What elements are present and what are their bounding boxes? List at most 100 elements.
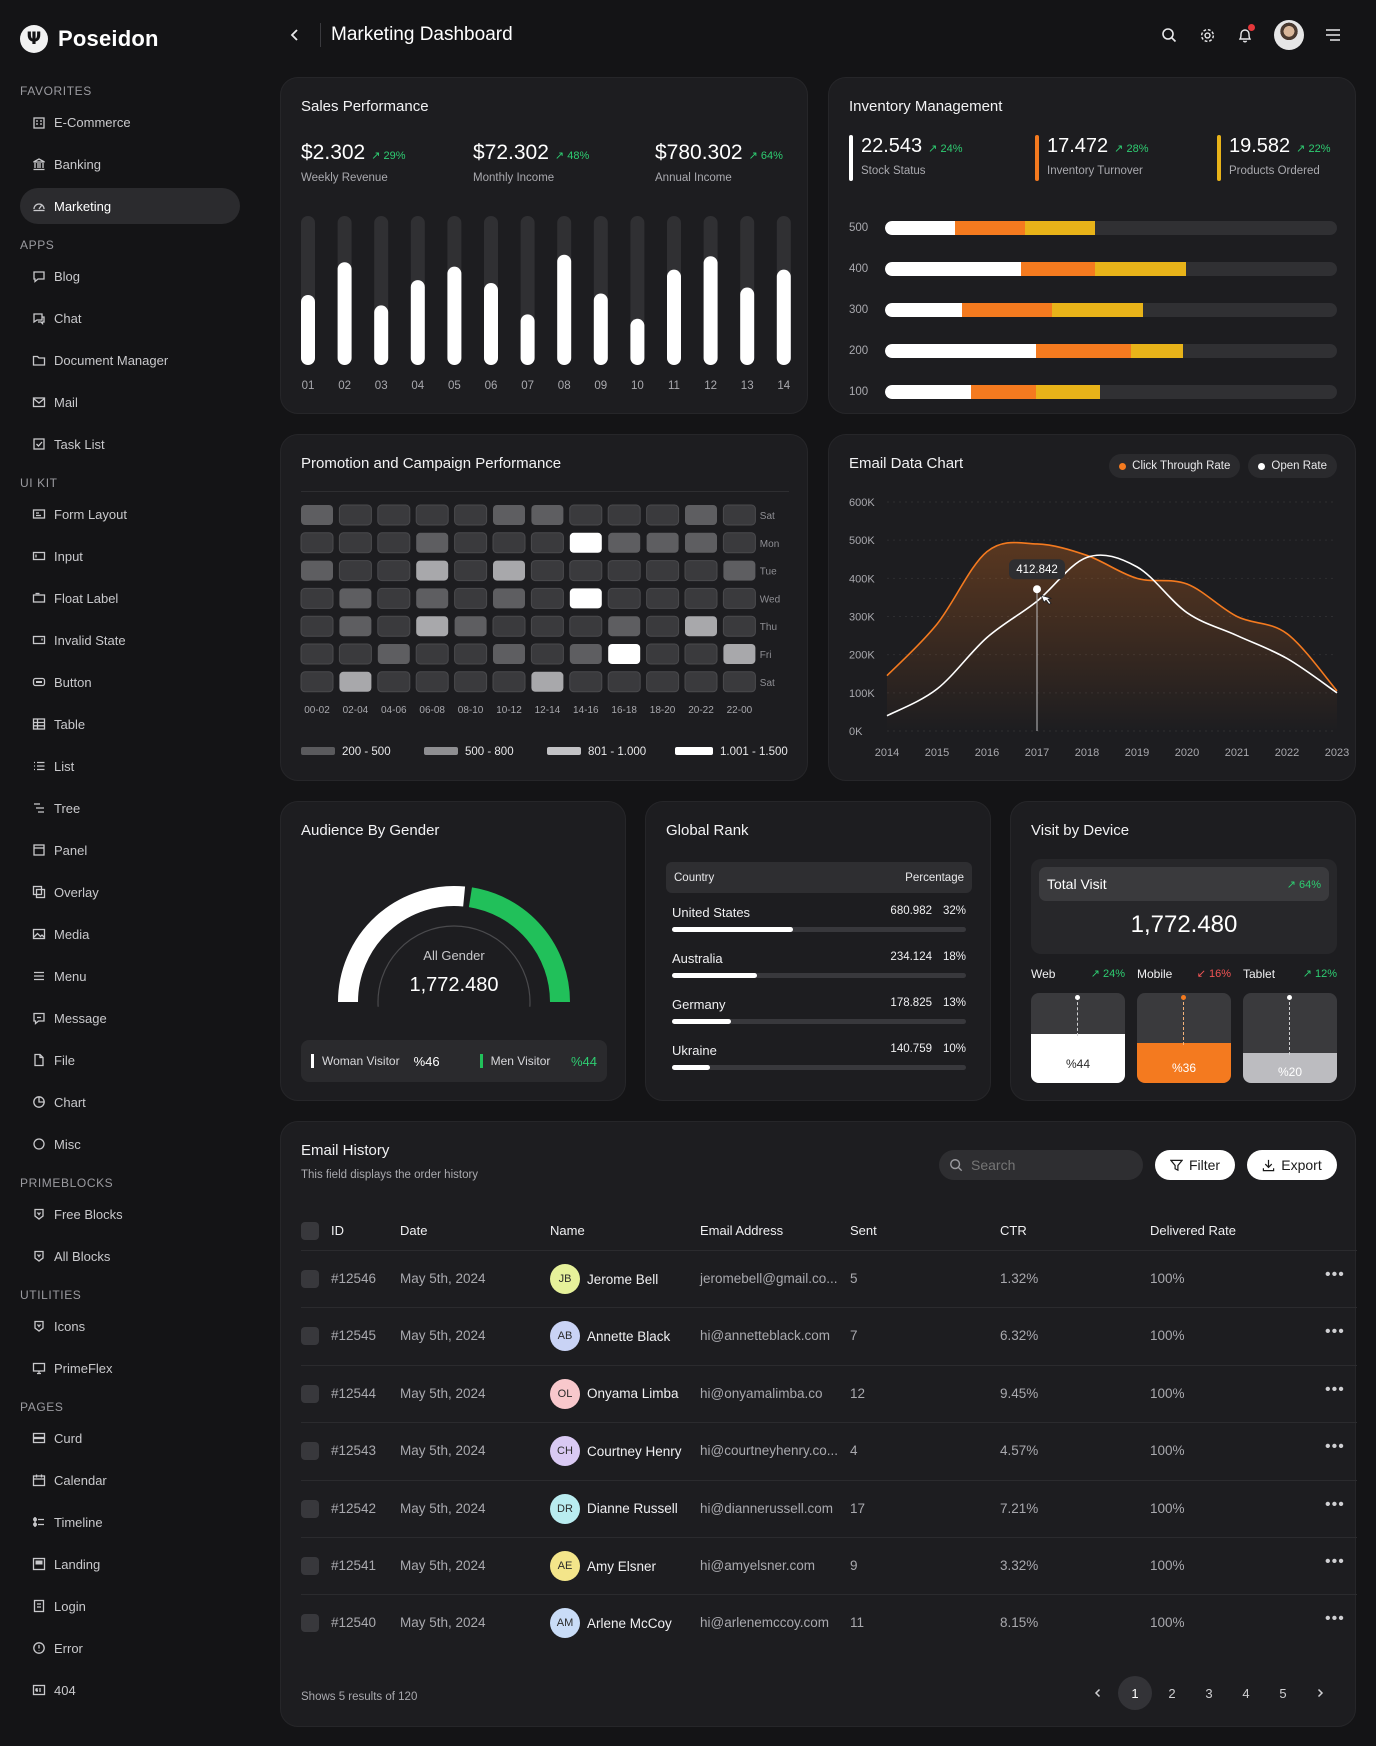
heatmap-cell[interactable]: [454, 643, 488, 665]
sidebar-item-misc[interactable]: Misc: [20, 1126, 240, 1162]
heatmap-cell[interactable]: [493, 560, 525, 581]
device-tablet[interactable]: Tablet ↗ 12% %20: [1243, 967, 1337, 1085]
heatmap-cell[interactable]: [684, 671, 718, 693]
page-button[interactable]: 5: [1279, 1685, 1287, 1701]
heatmap-cell[interactable]: [416, 616, 449, 637]
sales-bar[interactable]: [740, 216, 755, 365]
series-line-ctr[interactable]: [886, 541, 1338, 692]
heatmap-cell[interactable]: [607, 560, 641, 582]
sidebar-item-list[interactable]: List: [20, 748, 240, 784]
heatmap-cell[interactable]: [531, 505, 564, 525]
sidebar-item-form-layout[interactable]: Form Layout: [20, 496, 240, 532]
heatmap-cell[interactable]: [646, 615, 680, 637]
sidebar-item-file[interactable]: File: [20, 1042, 240, 1078]
heatmap-cell[interactable]: [338, 643, 372, 665]
rank-row[interactable]: Australia 234.124 18%: [672, 949, 966, 979]
sidebar-item-mail[interactable]: Mail: [20, 384, 240, 420]
heatmap-cell[interactable]: [569, 615, 603, 637]
heatmap-cell[interactable]: [685, 505, 717, 525]
heatmap-cell[interactable]: [530, 587, 564, 609]
more-options-icon[interactable]: •••: [1325, 1610, 1345, 1628]
heatmap-cell[interactable]: [646, 587, 680, 609]
heatmap-cell[interactable]: [722, 532, 756, 554]
heatmap-cell[interactable]: [416, 532, 449, 553]
heatmap-cell[interactable]: [300, 615, 334, 637]
heatmap-cell[interactable]: [454, 504, 488, 526]
legend-ctr[interactable]: Click Through Rate: [1109, 454, 1241, 478]
heatmap-cell[interactable]: [415, 671, 449, 693]
more-options-icon[interactable]: •••: [1325, 1553, 1345, 1570]
table-row[interactable]: #12541 May 5th, 2024 AE Amy Elsner hi@amyels…: [301, 1537, 1357, 1594]
more-options-icon[interactable]: •••: [1325, 1495, 1345, 1513]
heatmap-cell[interactable]: [493, 505, 525, 525]
column-header[interactable]: Name: [550, 1223, 585, 1238]
heatmap-cell[interactable]: [338, 504, 372, 526]
search-box[interactable]: [939, 1150, 1143, 1180]
heatmap-cell[interactable]: [530, 560, 564, 582]
heatmap-cell[interactable]: [685, 532, 717, 553]
sidebar-item-login[interactable]: Login: [20, 1588, 240, 1624]
heatmap-cell[interactable]: [415, 504, 449, 526]
heatmap-cell[interactable]: [607, 671, 641, 693]
heatmap-cell[interactable]: [531, 671, 564, 692]
sidebar-item-table[interactable]: Table: [20, 706, 240, 742]
heatmap-cell[interactable]: [723, 644, 756, 664]
heatmap-cell[interactable]: [493, 644, 525, 664]
hamburger-menu-icon[interactable]: [1324, 26, 1342, 44]
heatmap-cell[interactable]: [454, 671, 488, 693]
table-row[interactable]: #12540 May 5th, 2024 AM Arlene McCoy hi@arle…: [301, 1594, 1357, 1651]
column-header[interactable]: Email Address: [700, 1223, 784, 1238]
heatmap-cell[interactable]: [300, 671, 334, 693]
heatmap-cell[interactable]: [454, 587, 488, 609]
sidebar-item-message[interactable]: Message: [20, 1000, 240, 1036]
column-header[interactable]: ID: [331, 1223, 344, 1238]
sidebar-item-404[interactable]: 404: [20, 1672, 240, 1708]
heatmap-cell[interactable]: [530, 615, 564, 637]
sales-bar[interactable]: [630, 216, 645, 365]
page-button[interactable]: 2: [1168, 1685, 1176, 1701]
sidebar-item-marketing[interactable]: Marketing: [20, 188, 240, 224]
row-checkbox[interactable]: [301, 1327, 319, 1346]
select-all-checkbox[interactable]: [301, 1222, 319, 1240]
sidebar-item-icons[interactable]: Icons: [20, 1308, 240, 1344]
sales-bar[interactable]: [410, 216, 425, 365]
heatmap-cell[interactable]: [569, 560, 603, 582]
sales-bar[interactable]: [593, 216, 608, 365]
sidebar-item-all-blocks[interactable]: All Blocks: [20, 1238, 240, 1274]
heatmap-cell[interactable]: [377, 504, 411, 526]
back-button[interactable]: [280, 20, 310, 50]
heatmap-cell[interactable]: [722, 587, 756, 609]
table-row[interactable]: #12543 May 5th, 2024 CH Courtney Henry hi@co…: [301, 1422, 1357, 1479]
heatmap-cell[interactable]: [301, 505, 333, 525]
page-button[interactable]: 4: [1242, 1685, 1250, 1701]
legend-open-rate[interactable]: Open Rate: [1248, 454, 1337, 478]
sales-bar[interactable]: [557, 216, 572, 365]
stacked-bar[interactable]: [885, 221, 1337, 235]
device-web[interactable]: Web ↗ 24% %44: [1031, 967, 1125, 1085]
heatmap-cell[interactable]: [684, 587, 718, 609]
row-checkbox[interactable]: [301, 1442, 319, 1461]
heatmap-cell[interactable]: [607, 504, 641, 526]
sidebar-item-panel[interactable]: Panel: [20, 832, 240, 868]
heatmap-cell[interactable]: [454, 616, 487, 637]
heatmap-cell[interactable]: [685, 616, 717, 637]
heatmap-cell[interactable]: [300, 643, 334, 665]
sales-bar[interactable]: [667, 216, 681, 365]
heatmap-cell[interactable]: [339, 588, 372, 609]
heatmap-cell[interactable]: [569, 588, 602, 609]
heatmap-cell[interactable]: [301, 560, 333, 581]
sales-bar[interactable]: [776, 216, 791, 365]
heatmap-cell[interactable]: [415, 643, 449, 665]
heatmap-cell[interactable]: [684, 560, 718, 582]
more-options-icon[interactable]: •••: [1325, 1323, 1345, 1341]
heatmap-cell[interactable]: [608, 644, 641, 664]
heatmap-cell[interactable]: [416, 588, 449, 609]
heatmap-cell[interactable]: [646, 560, 680, 582]
rank-row[interactable]: United States 680.982 32%: [672, 903, 966, 933]
sidebar-item-blog[interactable]: Blog: [20, 258, 240, 294]
stacked-bar[interactable]: [885, 344, 1337, 358]
stacked-bar[interactable]: [885, 262, 1337, 276]
prev-page-button[interactable]: [1081, 1676, 1115, 1710]
sidebar-item-e-commerce[interactable]: E-Commerce: [20, 104, 240, 140]
heatmap-cell[interactable]: [607, 587, 641, 609]
